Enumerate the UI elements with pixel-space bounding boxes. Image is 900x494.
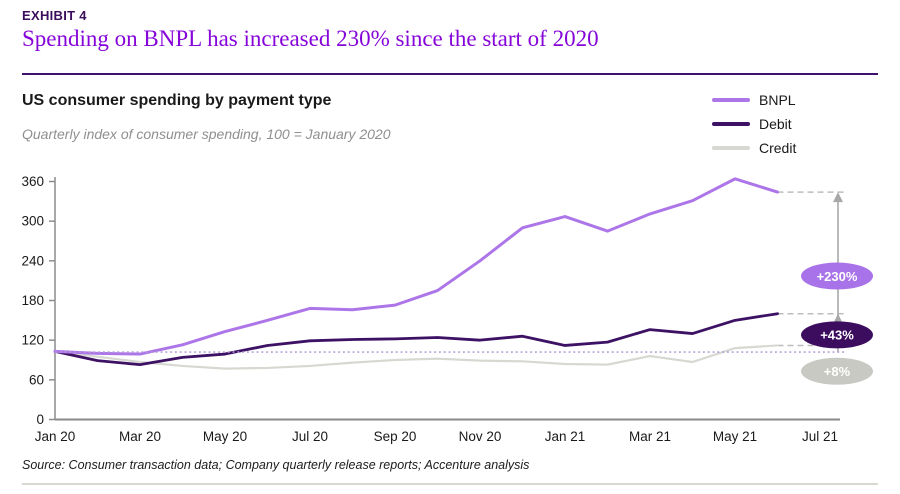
legend-swatch-credit <box>712 146 750 150</box>
series-line-bnpl <box>53 177 779 356</box>
series-line-debit <box>53 312 779 367</box>
bottom-divider <box>22 483 878 485</box>
chart-subtitle: Quarterly index of consumer spending, 10… <box>22 126 391 142</box>
legend-label-credit: Credit <box>759 140 797 156</box>
x-tick-label: May 21 <box>713 429 757 444</box>
x-tick-label: Sep 20 <box>374 429 417 444</box>
x-tick-label: Mar 21 <box>629 429 671 444</box>
y-tick-label: 180 <box>22 293 44 308</box>
source-note: Source: Consumer transaction data; Compa… <box>22 458 530 472</box>
top-divider <box>22 73 878 75</box>
legend-swatch-debit <box>712 122 750 126</box>
annotation-label-credit: +8% <box>824 364 851 379</box>
x-tick-label: May 20 <box>203 429 247 444</box>
x-tick-label: Jan 21 <box>545 429 586 444</box>
x-tick-label: Jul 21 <box>802 429 838 444</box>
annotation-bubble-bnpl <box>801 262 873 290</box>
legend-label-bnpl: BNPL <box>759 92 796 108</box>
line-chart: 0 60 120 180 240 300 360 Jan 20 Mar 20 May 20 Jul … <box>22 174 873 444</box>
y-tick-label: 240 <box>22 253 44 268</box>
y-tick-label: 0 <box>36 412 44 427</box>
legend-item-debit: Debit <box>712 112 796 136</box>
x-tick-label: Nov 20 <box>459 429 502 444</box>
annotation-label-bnpl: +230% <box>817 269 858 284</box>
y-tick-label: 300 <box>22 214 44 229</box>
legend-item-credit: Credit <box>712 136 796 160</box>
legend-swatch-bnpl <box>712 98 750 102</box>
annotation-bubble-credit <box>801 357 873 385</box>
arrowhead-mid-icon <box>833 313 843 324</box>
page-title: Spending on BNPL has increased 230% sinc… <box>22 26 599 51</box>
arrowhead-top-icon <box>833 192 843 203</box>
x-tick-label: Mar 20 <box>119 429 161 444</box>
annotation-label-debit: +43% <box>820 328 854 343</box>
annotation-bubble-debit <box>801 321 873 349</box>
series-line-credit <box>53 344 779 370</box>
legend-item-bnpl: BNPL <box>712 88 796 112</box>
legend-label-debit: Debit <box>759 116 792 132</box>
y-tick-label: 120 <box>22 333 44 348</box>
legend: BNPL Debit Credit <box>712 88 796 160</box>
y-tick-label: 60 <box>29 372 44 387</box>
y-tick-label: 360 <box>22 174 44 189</box>
x-tick-label: Jan 20 <box>35 429 76 444</box>
exhibit-label: EXHIBIT 4 <box>22 8 87 23</box>
x-tick-label: Jul 20 <box>292 429 328 444</box>
chart-title: US consumer spending by payment type <box>22 92 332 109</box>
